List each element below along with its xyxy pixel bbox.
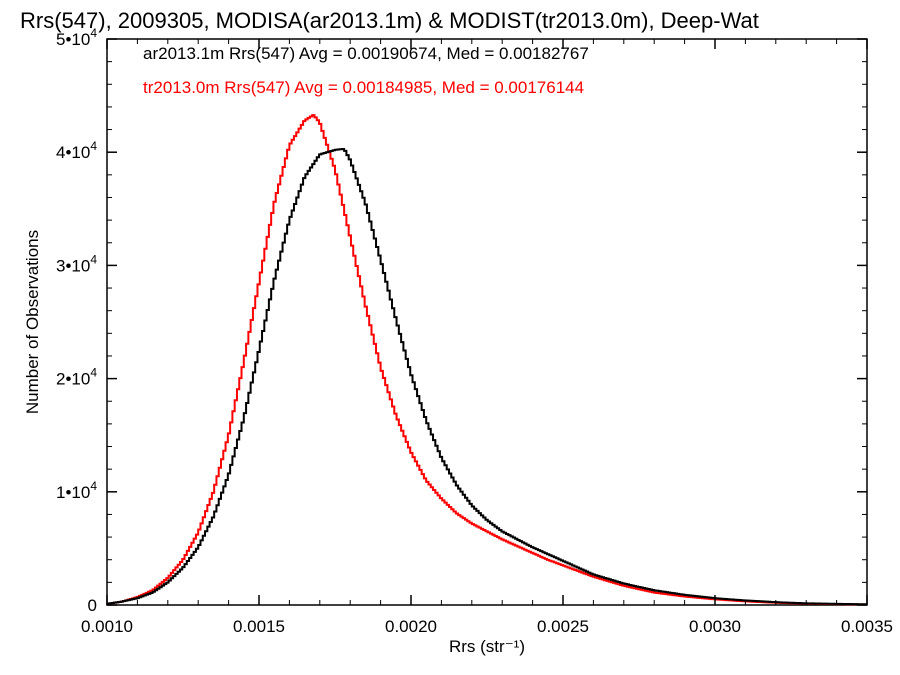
series-line-ar2013 [107, 147, 868, 606]
y-tick-label: 0 [88, 596, 97, 615]
x-tick-label: 0.0015 [233, 617, 285, 636]
y-tick-label: 1•104 [56, 479, 97, 502]
x-tick-label: 0.0010 [81, 617, 133, 636]
x-tick-label: 0.0030 [689, 617, 741, 636]
x-tick-label: 0.0035 [841, 617, 893, 636]
y-tick-label: 3•104 [56, 252, 97, 275]
y-tick-label: 4•104 [56, 139, 97, 162]
y-axis-label: Number of Observations [23, 230, 42, 414]
legend-entry-ar2013: ar2013.1m Rrs(547) Avg = 0.00190674, Med… [143, 44, 589, 63]
tick-layer: 0.0010 0.0015 0.0020 0.0025 0.0030 0.0035 0 1•1… [56, 26, 893, 636]
x-axis-label: Rrs (str⁻¹) [449, 637, 525, 656]
y-tick-label: 2•104 [56, 366, 97, 389]
legend-entry-tr2013: tr2013.0m Rrs(547) Avg = 0.00184985, Med… [143, 78, 584, 97]
x-tick-label: 0.0020 [385, 617, 437, 636]
plot-frame [106, 38, 868, 606]
x-tick-label: 0.0025 [537, 617, 589, 636]
series-line-tr2013 [107, 114, 868, 606]
chart-title: Rrs(547), 2009305, MODISA(ar2013.1m) & M… [20, 8, 759, 33]
series-layer [107, 114, 868, 606]
y-tick-label: 5•104 [56, 26, 97, 49]
